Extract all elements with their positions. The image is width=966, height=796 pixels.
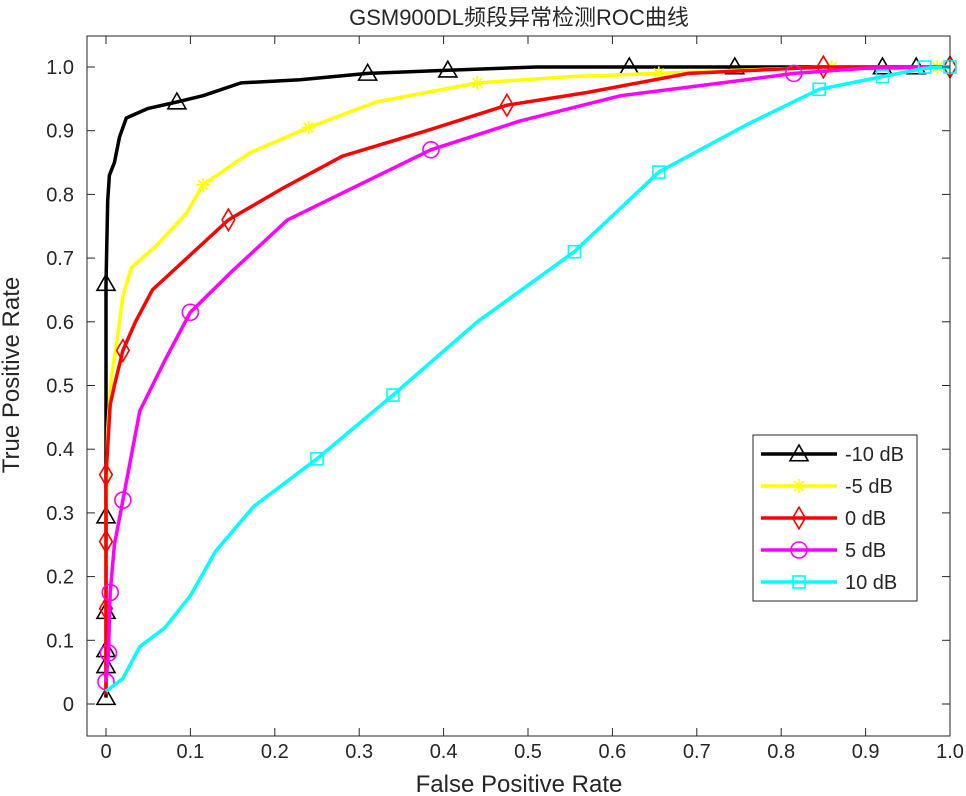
series-marker-neg10dB: [95, 687, 117, 706]
x-tick-label: 0.6: [598, 741, 626, 763]
series-marker-neg5dB-stroke: [471, 77, 483, 89]
series-line-10dB: [104, 65, 951, 693]
x-tick-label: 0.8: [767, 741, 795, 763]
series-marker-neg10dB: [166, 91, 188, 110]
series-marker-5dB: [99, 644, 118, 662]
y-tick-label: 0.1: [46, 630, 74, 652]
series-marker-5dB: [101, 583, 120, 602]
x-tick-label: 0: [100, 741, 111, 763]
y-axis-label: True Positive Rate: [0, 277, 25, 474]
legend-marker-0dB: [791, 505, 807, 531]
series-marker-5dB: [114, 491, 132, 509]
legend: -10 dB -5 dB 0 dB 5 dB 10 dB: [752, 434, 918, 602]
x-axis-label: False Positive Rate: [416, 771, 623, 796]
series-marker-10dB: [875, 69, 890, 84]
legend-label-0dB: 0 dB: [845, 508, 886, 530]
legend-label-5dB: 5 dB: [845, 540, 886, 562]
y-tick-label: 1.0: [46, 57, 74, 79]
series-marker-neg10dB: [357, 62, 379, 81]
series-marker-neg5dB-stroke: [303, 122, 315, 133]
series-marker-5dB: [181, 303, 200, 322]
legend-marker-neg5dB: [792, 479, 806, 493]
x-tick-label: 0.4: [430, 741, 458, 763]
series-marker-0dB: [98, 462, 114, 488]
series-marker-0dB: [98, 529, 114, 554]
plot-area: [95, 54, 958, 706]
legend-label-neg10dB: -10 dB: [845, 444, 904, 466]
series-marker-0dB: [816, 54, 831, 80]
series-marker-10dB: [310, 451, 324, 466]
x-tick-label: 0.1: [176, 741, 204, 763]
series-marker-neg10dB: [95, 272, 117, 292]
series-marker-neg5dB: [301, 120, 316, 135]
series-marker-neg10dB: [724, 56, 746, 75]
y-tick-label: 0.5: [46, 376, 74, 398]
series-marker-10dB: [386, 388, 400, 402]
x-tick-label: 0.5: [514, 741, 542, 763]
series-marker-neg5dB-stroke: [197, 179, 209, 191]
y-tick-label: 0.6: [46, 312, 74, 334]
x-tick-label: 0.2: [261, 741, 289, 763]
series-marker-0dB: [115, 338, 131, 363]
y-tick-label: 0.8: [46, 184, 74, 206]
series-marker-0dB: [499, 92, 515, 118]
y-tick-label: 0.9: [46, 121, 74, 143]
y-tick-label: 0.2: [46, 567, 74, 589]
y-tick-label: 0.3: [46, 503, 74, 525]
series-marker-10dB: [917, 60, 932, 74]
y-tick-label: 0: [63, 694, 74, 716]
x-tick-label: 0.3: [345, 741, 373, 763]
series-marker-5dB: [422, 141, 440, 159]
legend-marker-5dB: [790, 541, 808, 559]
series-marker-10dB: [652, 165, 666, 179]
series-marker-neg10dB: [437, 59, 459, 78]
series-5dB: [97, 64, 951, 691]
y-tick-label: 0.7: [46, 248, 74, 270]
series-marker-neg5dB: [196, 177, 211, 192]
chart-title: GSM900DL频段异常检测ROC曲线: [349, 5, 689, 30]
series-line-0dB: [104, 65, 950, 695]
series-marker-0dB: [221, 207, 236, 233]
series-line-5dB: [104, 65, 951, 682]
series-marker-neg5dB: [470, 75, 485, 90]
series-marker-10dB: [567, 244, 582, 259]
axis-ticks: 0 0.1 0.2 0.3 0.4 0.5 0.6 0.7 0.8 0.9 1.0 0 0.1 0.2 0.…: [46, 36, 964, 763]
series-marker-5dB: [785, 64, 803, 83]
series-marker-neg5dB-stroke: [653, 67, 665, 79]
legend-marker-neg10dB: [788, 443, 810, 462]
legend-label-neg5dB: -5 dB: [845, 476, 893, 498]
legend-label-10dB: 10 dB: [845, 572, 897, 594]
series-marker-10dB: [812, 82, 826, 97]
legend-marker-neg5dB-stroke: [793, 480, 805, 492]
x-tick-label: 0.9: [852, 741, 880, 763]
x-tick-label: 1.0: [936, 741, 964, 763]
y-tick-label: 0.4: [46, 439, 74, 461]
x-tick-label: 0.7: [683, 741, 711, 763]
legend-marker-10dB: [792, 575, 806, 589]
